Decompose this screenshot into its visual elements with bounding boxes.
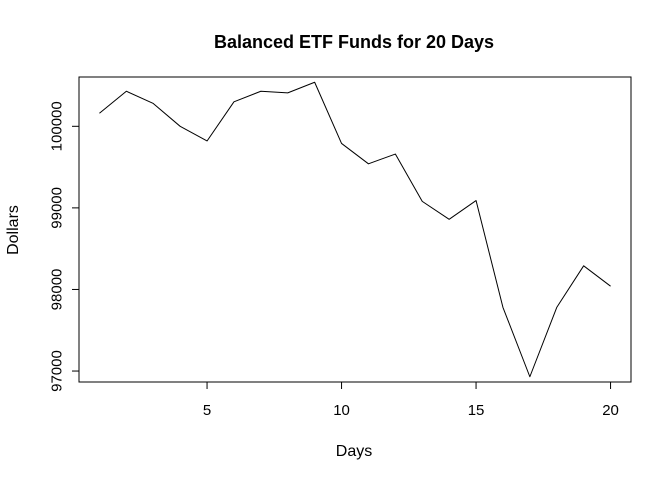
x-tick-label: 15 <box>468 402 485 419</box>
y-tick-label: 100000 <box>49 101 66 151</box>
x-axis-label: Days <box>336 443 372 460</box>
x-tick-label: 20 <box>602 402 619 419</box>
y-tick-label: 97000 <box>49 350 66 392</box>
y-axis: 97000 98000 99000 100000 <box>49 101 80 392</box>
series-line <box>99 81 611 378</box>
plot-frame <box>78 76 632 383</box>
y-tick-label: 99000 <box>49 187 66 229</box>
x-axis: 5 10 15 20 <box>99 381 619 419</box>
x-tick-label: 10 <box>333 402 350 419</box>
chart-title: Balanced ETF Funds for 20 Days <box>214 32 494 52</box>
x-tick-label: 5 <box>203 402 211 419</box>
y-tick-label: 98000 <box>49 269 66 311</box>
series-layer <box>99 81 611 378</box>
y-axis-label: Dollars <box>5 205 22 255</box>
